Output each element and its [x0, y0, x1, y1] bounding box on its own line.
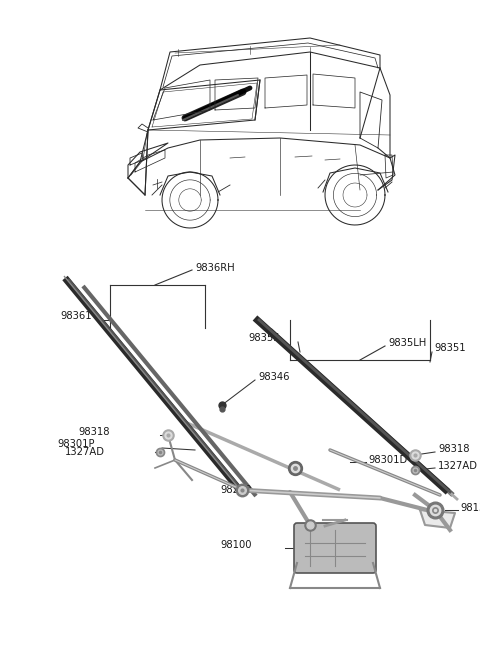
Text: 98346: 98346 [258, 372, 289, 382]
FancyBboxPatch shape [294, 523, 376, 573]
Text: 98301P: 98301P [57, 439, 95, 449]
Text: 98351: 98351 [434, 343, 466, 353]
Text: 9836RH: 9836RH [195, 263, 235, 273]
Text: 98100: 98100 [220, 540, 252, 550]
Text: 1327AD: 1327AD [65, 447, 105, 457]
Polygon shape [420, 510, 455, 528]
Text: 98361: 98361 [60, 311, 92, 321]
Text: 98355: 98355 [248, 333, 280, 343]
Text: 98131C: 98131C [460, 503, 480, 513]
Text: 98301D: 98301D [368, 455, 407, 465]
Text: 98318: 98318 [78, 427, 109, 437]
Text: 1327AD: 1327AD [438, 461, 478, 471]
Text: 98318: 98318 [438, 444, 469, 454]
Text: 98200: 98200 [220, 485, 252, 495]
Text: 9835LH: 9835LH [388, 338, 426, 348]
